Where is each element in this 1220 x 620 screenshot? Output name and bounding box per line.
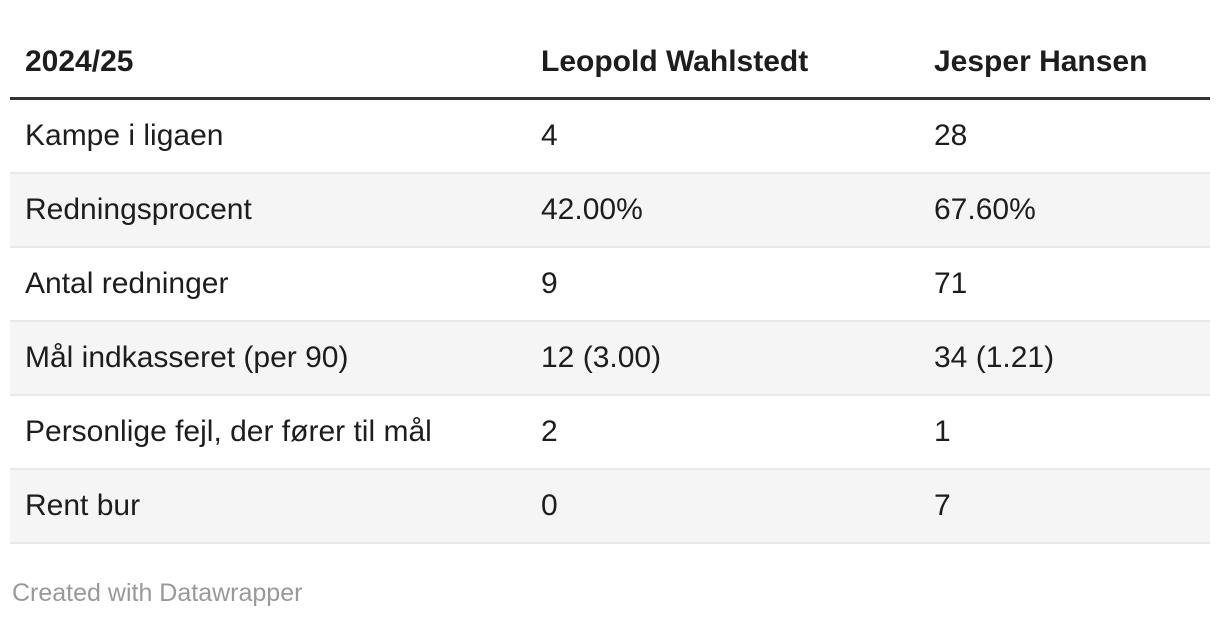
cell-wahlstedt: 9 [541,267,558,300]
header-jesper-hansen: Jesper Hansen [919,0,1210,100]
cell-hansen: 67.60% [934,193,1036,226]
cell-wahlstedt: 12 (3.00) [541,341,662,374]
attribution: Created with Datawrapper [12,578,1220,608]
cell-hansen: 1 [934,415,951,448]
header-season: 2024/25 [10,0,526,100]
cell-hansen: 34 (1.21) [934,341,1055,374]
cell-hansen: 7 [934,489,951,522]
cell-hansen: 28 [934,119,968,152]
row-label: Antal redninger [25,267,229,300]
row-label: Kampe i ligaen [25,119,224,152]
cell-wahlstedt: 0 [541,489,558,522]
row-label: Personlige fejl, der fører til mål [25,415,432,448]
cell-hansen: 71 [934,267,968,300]
row-label: Redningsprocent [25,193,252,226]
table-row: Kampe i ligaen 4 28 [10,98,1210,173]
table-container: 2024/25 Leopold Wahlstedt Jesper Hansen … [10,0,1210,544]
header-leopold-wahlstedt: Leopold Wahlstedt [526,0,919,100]
datawrapper-attribution-link[interactable]: Created with Datawrapper [12,579,303,607]
cell-wahlstedt: 2 [541,415,558,448]
row-label: Mål indkasseret (per 90) [25,341,349,374]
table-row: Rent bur 0 7 [10,469,1210,543]
row-label: Rent bur [25,489,141,522]
table-row: Redningsprocent 42.00% 67.60% [10,173,1210,247]
goalkeeper-comparison-table: 2024/25 Leopold Wahlstedt Jesper Hansen … [10,0,1210,544]
table-row: Antal redninger 9 71 [10,247,1210,321]
cell-wahlstedt: 4 [541,119,558,152]
table-row: Personlige fejl, der fører til mål 2 1 [10,395,1210,469]
table-row: Mål indkasseret (per 90) 12 (3.00) 34 (1… [10,321,1210,395]
header-row: 2024/25 Leopold Wahlstedt Jesper Hansen [10,0,1210,100]
cell-wahlstedt: 42.00% [541,193,643,226]
